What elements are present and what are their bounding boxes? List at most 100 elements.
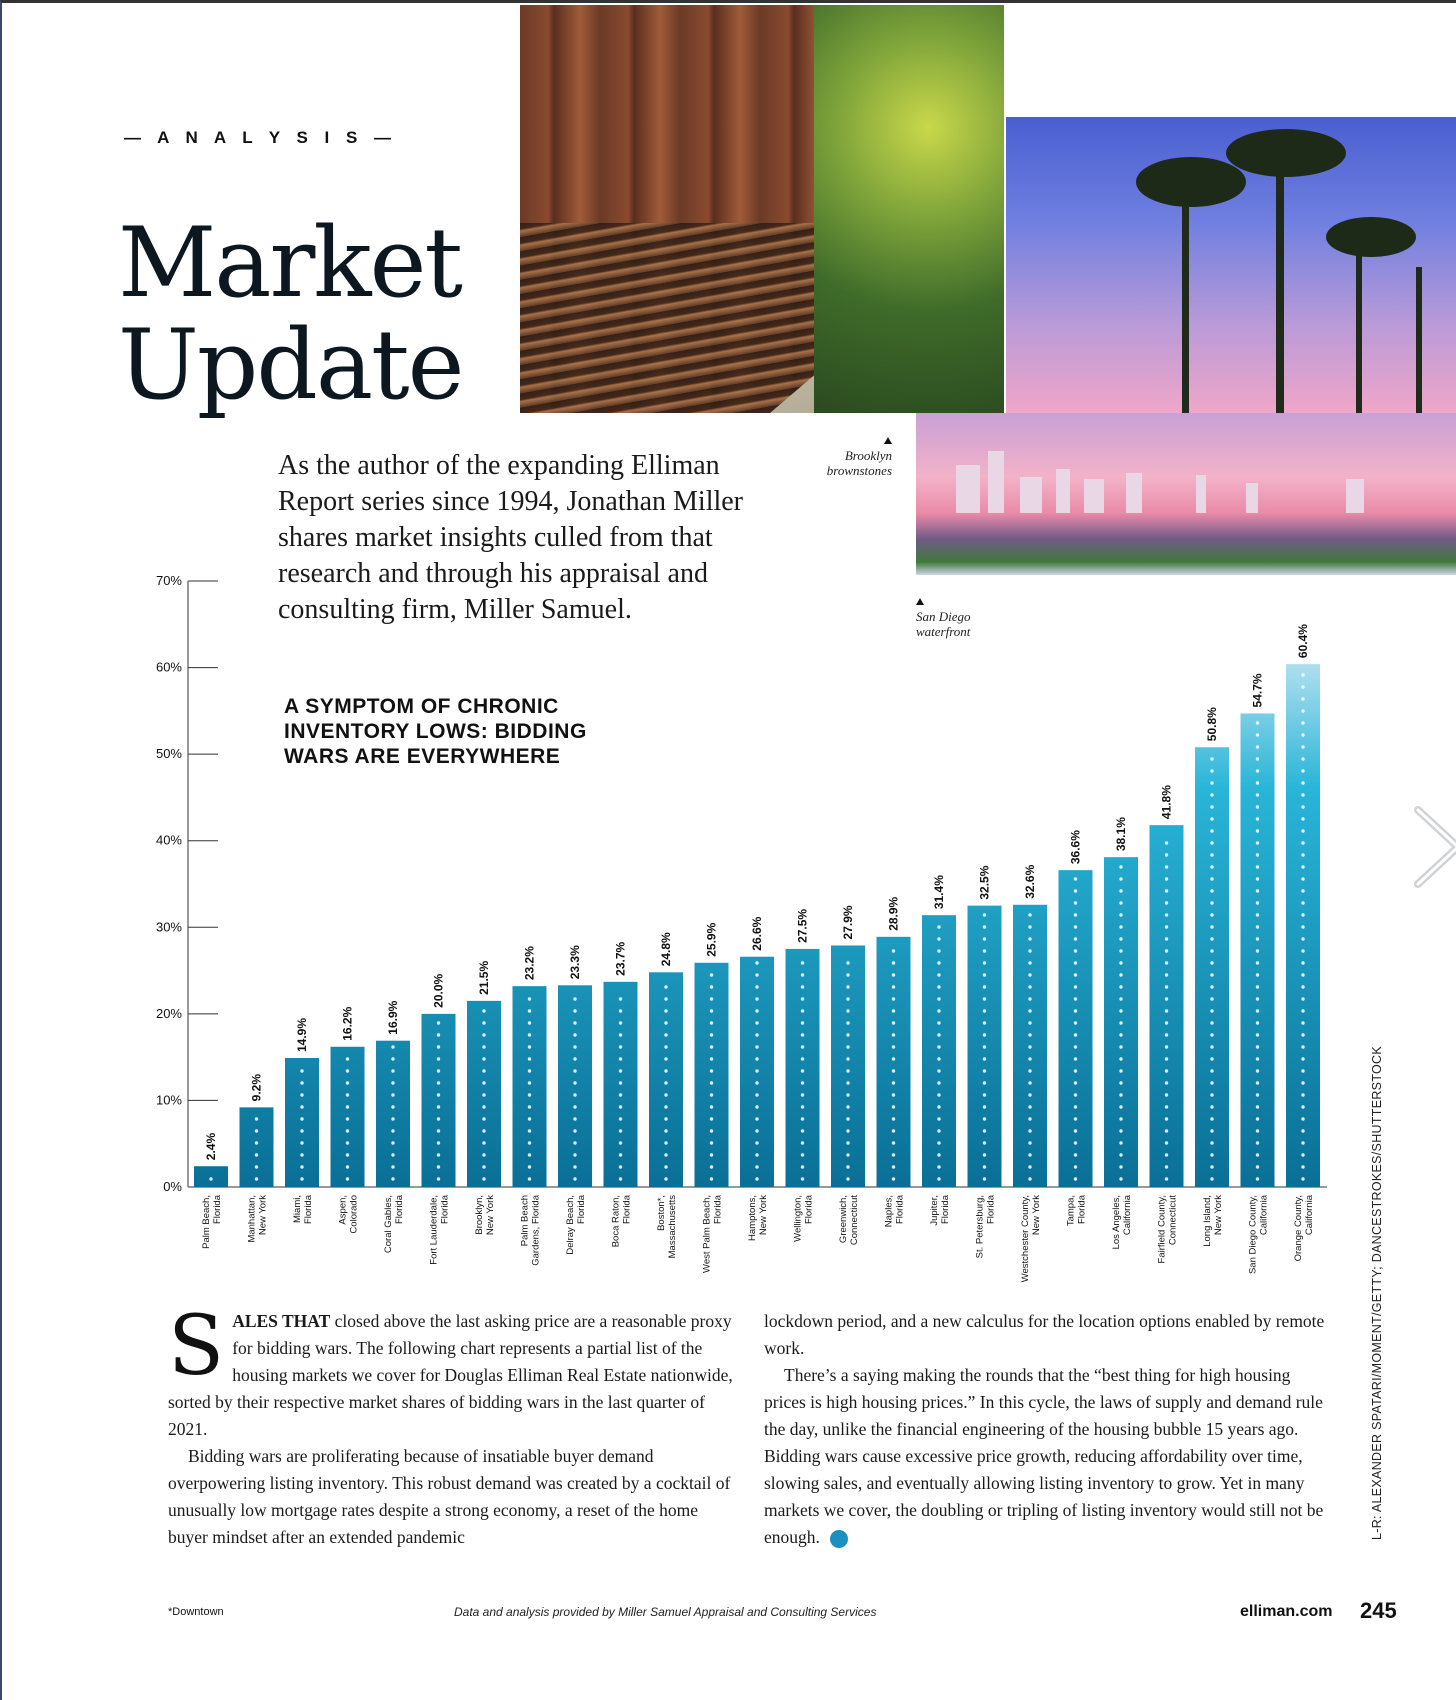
- bar-dot: [618, 1129, 623, 1133]
- bar-dot: [1119, 865, 1123, 869]
- bar-value-label: 20.0%: [432, 974, 446, 1008]
- bar-dot: [1164, 1153, 1169, 1157]
- bar-dot: [573, 1153, 577, 1157]
- bar-dot: [1073, 973, 1078, 977]
- category-label: Boston*,: [656, 1195, 667, 1231]
- bar-dot: [1255, 985, 1260, 989]
- page-title: Market Update: [118, 212, 464, 416]
- bar-dots: [709, 973, 714, 1181]
- bar-dot: [800, 961, 805, 965]
- bar-dot: [800, 1009, 805, 1013]
- category-label: Florida: [394, 1194, 405, 1224]
- bar-dot: [982, 985, 987, 989]
- bar-dot: [618, 1021, 623, 1025]
- bar-dots: [1210, 757, 1214, 1181]
- bar-dot: [709, 1093, 714, 1097]
- y-tick-label: 70%: [156, 573, 182, 588]
- bar-dots: [254, 1117, 259, 1181]
- bar-dots: [664, 985, 668, 1181]
- bar-dot: [436, 1105, 441, 1109]
- bar-dot: [527, 1105, 532, 1109]
- bar: [831, 945, 865, 1187]
- bar-dot: [1301, 697, 1305, 701]
- bar-dot: [800, 985, 805, 989]
- palm-trunk: [1416, 267, 1422, 413]
- skyline-building: [1346, 479, 1364, 513]
- bar-dot: [1164, 997, 1169, 1001]
- bar-dot: [1301, 1069, 1305, 1073]
- bar-dot: [1255, 1021, 1260, 1025]
- bar-dot: [1028, 1165, 1032, 1169]
- bar-dot: [982, 1081, 987, 1085]
- bar-dot: [436, 1141, 441, 1145]
- bar-dot: [709, 1141, 714, 1145]
- bar-dots: [345, 1057, 350, 1181]
- site-url[interactable]: elliman.com: [1240, 1603, 1333, 1620]
- body-column-right: lockdown period, and a new calculus for …: [764, 1308, 1334, 1551]
- palm-fronds: [1326, 217, 1416, 257]
- bar-dot: [1255, 913, 1260, 917]
- bar-value-label: 27.9%: [841, 905, 855, 939]
- bar-dot: [1255, 925, 1260, 929]
- caption-sandiego-line2: waterfront: [916, 624, 971, 639]
- bar-dot: [982, 1117, 987, 1121]
- bar-dot: [1210, 1045, 1214, 1049]
- bar-dot: [436, 1153, 441, 1157]
- bar-dot: [1073, 1009, 1078, 1013]
- bar-dot: [300, 1129, 304, 1133]
- y-tick-label: 30%: [156, 919, 182, 934]
- bar-dot: [755, 997, 759, 1001]
- bar-dot: [846, 973, 850, 977]
- bar-dots: [618, 997, 623, 1181]
- bar: [1058, 870, 1093, 1187]
- bar: [785, 948, 820, 1187]
- bar-dot: [1301, 1081, 1305, 1085]
- bar-dot: [1119, 901, 1123, 905]
- chevron-right-icon[interactable]: [1412, 806, 1456, 888]
- bar-dots: [482, 1009, 486, 1181]
- category-label: Naples,: [884, 1195, 895, 1227]
- bar-dot: [1073, 949, 1078, 953]
- bar-dot: [1301, 997, 1305, 1001]
- bar-dot: [664, 997, 668, 1001]
- bar-dot: [618, 997, 623, 1001]
- bar-dot: [800, 1033, 805, 1037]
- bar-dot: [1301, 925, 1305, 929]
- bar-dot: [755, 1165, 759, 1169]
- bar-dot: [891, 1177, 896, 1181]
- category-label: New York: [258, 1195, 269, 1235]
- bar-dot: [345, 1165, 350, 1169]
- bar-dot: [1073, 1081, 1078, 1085]
- bar-dot: [1164, 865, 1169, 869]
- bar-dots: [937, 925, 941, 1181]
- bar-dot: [755, 1033, 759, 1037]
- bar-dot: [982, 1165, 987, 1169]
- bar-dot: [300, 1069, 304, 1073]
- bar-dot: [800, 1105, 805, 1109]
- bar-dot: [846, 1177, 850, 1181]
- bar-dot: [1073, 1105, 1078, 1109]
- bar-dot: [937, 973, 941, 977]
- bar-dot: [1301, 937, 1305, 941]
- category-label: Florida: [303, 1194, 314, 1224]
- bar-dot: [709, 1081, 714, 1085]
- y-tick-label: 50%: [156, 746, 182, 761]
- category-label: Florida: [1077, 1194, 1088, 1224]
- bar-dot: [982, 1009, 987, 1013]
- bar-dot: [1028, 1141, 1032, 1145]
- bar-dot: [846, 1105, 850, 1109]
- caption-brooklyn-line2: brownstones: [826, 463, 892, 478]
- bar-dot: [1255, 973, 1260, 977]
- category-label: Florida: [212, 1194, 223, 1224]
- bar-dot: [664, 1045, 668, 1049]
- palm-trunk: [1182, 177, 1189, 413]
- bar-dot: [1073, 1069, 1078, 1073]
- bar-dot: [800, 1117, 805, 1121]
- category-label: Gardens, Florida: [531, 1194, 542, 1265]
- skyline-building: [988, 451, 1004, 513]
- bar-dot: [618, 1045, 623, 1049]
- bar-dot: [1028, 997, 1032, 1001]
- bar-dot: [1073, 1153, 1078, 1157]
- bar-value-label: 25.9%: [705, 922, 719, 956]
